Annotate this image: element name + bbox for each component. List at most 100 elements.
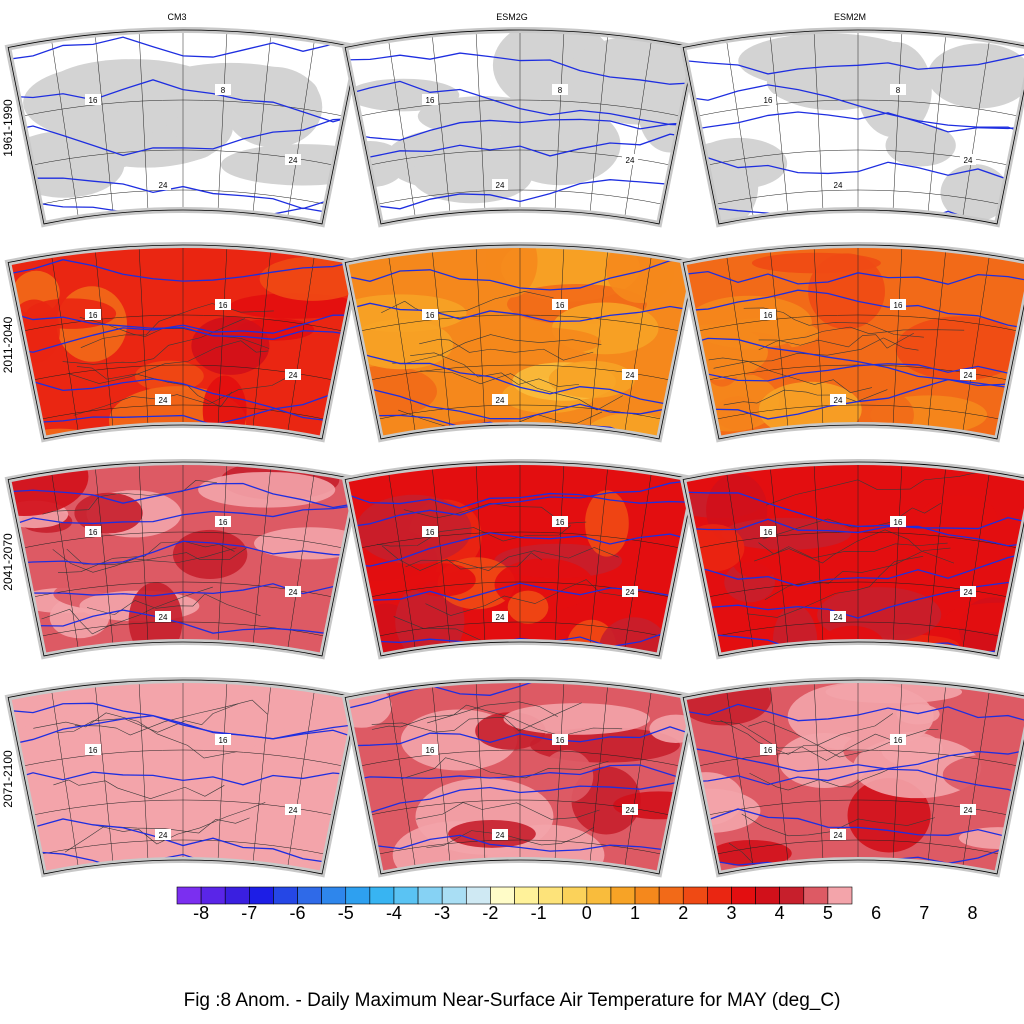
contour-label: 24 xyxy=(626,806,635,815)
contour-label-box xyxy=(830,829,846,840)
map-panel-2-2: 16 16 24 24 xyxy=(679,459,1024,660)
parallel xyxy=(714,404,1002,420)
contour-label-box xyxy=(285,586,301,597)
isotherm xyxy=(8,393,358,426)
contour-label: 24 xyxy=(834,181,843,190)
meridian xyxy=(927,466,947,646)
meridian xyxy=(252,684,272,864)
contour-label-box xyxy=(85,309,101,320)
parallel xyxy=(376,839,664,855)
coastline xyxy=(410,352,580,387)
meridian xyxy=(94,34,114,214)
colorbar-tick-label: 6 xyxy=(871,903,882,923)
colorbar-swatch xyxy=(249,886,274,905)
meridian xyxy=(252,34,272,214)
meridian xyxy=(138,246,149,426)
colorbar-swatch xyxy=(634,886,660,905)
anomaly-patch xyxy=(254,527,358,560)
meridian xyxy=(726,689,754,868)
colorbar-swatch xyxy=(731,886,756,905)
contour-label: 24 xyxy=(626,156,635,165)
meridian xyxy=(138,31,149,211)
coastline xyxy=(53,779,225,800)
isotherm xyxy=(345,173,695,210)
contour-label: 16 xyxy=(764,746,773,755)
coastline xyxy=(754,529,955,564)
isotherm xyxy=(8,583,358,601)
isotherm xyxy=(345,302,695,323)
contour-label-box xyxy=(960,369,976,380)
colorbar-tick-label: 3 xyxy=(726,903,737,923)
meridian xyxy=(51,254,79,433)
contour-label-box xyxy=(422,744,438,755)
isotherm xyxy=(8,314,358,353)
contour-label: 8 xyxy=(221,86,226,95)
map-border xyxy=(682,461,1024,657)
contour-label-box xyxy=(155,829,171,840)
contour-label: 24 xyxy=(159,831,168,840)
colorbar-swatch xyxy=(417,886,443,905)
contour-label: 16 xyxy=(894,301,903,310)
isotherm xyxy=(8,378,358,422)
map-panel-1-2: 16 16 24 24 xyxy=(679,242,1024,443)
contour-label: 16 xyxy=(556,736,565,745)
colorbar-swatch xyxy=(586,886,612,905)
meridian xyxy=(624,689,652,868)
isotherm xyxy=(683,270,1024,285)
parallel xyxy=(714,621,1002,637)
meridian xyxy=(388,689,416,868)
map-panel-2-1: 16 16 24 24 xyxy=(341,459,699,660)
contour-label-box xyxy=(422,94,438,105)
meridian xyxy=(138,463,149,643)
parallel xyxy=(376,621,664,637)
map-panel-1-0: 16 16 24 24 xyxy=(4,242,362,443)
meridian xyxy=(589,684,609,864)
isotherm xyxy=(683,491,1024,530)
isotherm xyxy=(345,726,695,747)
parallel xyxy=(359,749,681,767)
parallel xyxy=(359,531,681,549)
contour-label-box xyxy=(492,611,508,622)
map-border xyxy=(682,679,1024,875)
isotherm xyxy=(8,117,358,157)
colorbar-swatch xyxy=(707,886,732,905)
parallel xyxy=(22,99,344,117)
colorbar-swatch xyxy=(176,886,202,905)
isotherm xyxy=(8,201,358,224)
colorbar-tick-label: -6 xyxy=(289,903,306,923)
colorbar-swatch xyxy=(779,886,805,905)
colorbar-swatch xyxy=(514,886,539,905)
meridian xyxy=(51,39,79,218)
contour-label-box xyxy=(760,309,776,320)
meridian xyxy=(475,681,486,861)
coastline xyxy=(708,357,873,393)
contour-label-box xyxy=(760,94,776,105)
isotherm xyxy=(345,52,695,85)
contour-label: 16 xyxy=(426,96,435,105)
contour-label-box xyxy=(890,516,906,527)
parallel xyxy=(39,839,327,855)
contour-label: 16 xyxy=(894,518,903,527)
colorbar-tick-label: -8 xyxy=(193,903,210,923)
contour-label-box xyxy=(552,734,568,745)
coastline xyxy=(426,826,595,848)
contour-label-box xyxy=(85,94,101,105)
meridian xyxy=(813,246,824,426)
coastline xyxy=(748,720,939,758)
land-mass xyxy=(927,43,1024,109)
isotherm xyxy=(8,540,358,565)
isotherm xyxy=(8,36,358,61)
coastline xyxy=(52,547,237,573)
meridian xyxy=(431,34,451,214)
anomaly-patch xyxy=(808,253,885,330)
contour-label-box xyxy=(890,299,906,310)
colorbar-swatch xyxy=(827,886,853,905)
isotherm xyxy=(683,581,1024,619)
isotherm xyxy=(345,532,695,567)
isotherm xyxy=(8,482,358,509)
isotherm xyxy=(345,346,695,413)
contour-label: 24 xyxy=(496,396,505,405)
isotherm xyxy=(8,702,358,740)
isotherm xyxy=(683,745,1024,801)
contour-label: 24 xyxy=(159,613,168,622)
